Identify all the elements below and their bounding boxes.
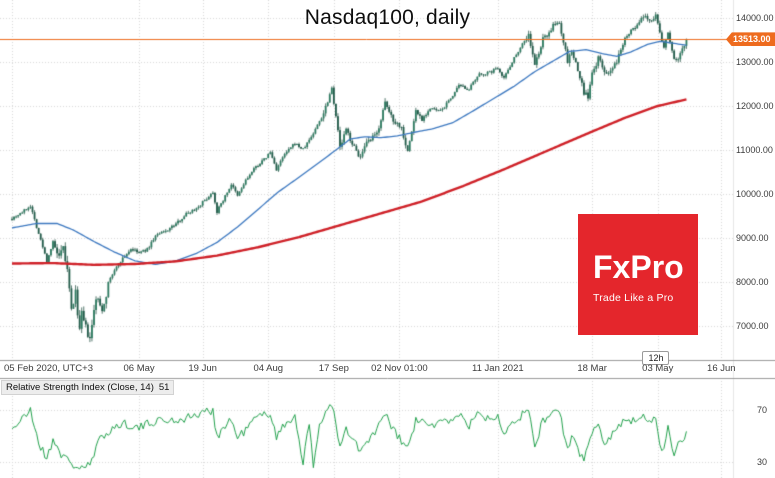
price-axis-label: 10000.00 <box>736 189 774 199</box>
time-axis-label: 16 Jun <box>707 363 736 374</box>
time-axis-label: 18 Mar <box>577 363 607 374</box>
bar-close-countdown: 12h <box>642 351 670 365</box>
rsi-level-label: 30 <box>757 457 768 467</box>
time-axis-label: 04 Aug <box>253 363 284 374</box>
time-axis-label: 06 May <box>123 363 155 374</box>
time-axis-label: 19 Jun <box>188 363 217 374</box>
time-axis-label: 03 May <box>642 363 674 374</box>
time-axis-label: 02 Nov 01:00 <box>371 363 428 374</box>
price-axis-label: 14000.00 <box>736 13 774 23</box>
time-axis-label: 11 Jan 2021 <box>472 363 524 374</box>
price-axis-label: 12000.00 <box>736 101 774 111</box>
rsi-level-label: 70 <box>757 405 768 415</box>
price-axis-label: 9000.00 <box>736 233 769 243</box>
price-axis-label: 8000.00 <box>736 277 769 287</box>
fxpro-logo-tagline: Trade Like a Pro <box>593 292 674 304</box>
price-axis-label: 11000.00 <box>736 145 773 155</box>
fxpro-logo: FxPro Trade Like a Pro <box>578 214 698 335</box>
current-price-tag: 13513.00 <box>726 32 775 47</box>
rsi-indicator-header[interactable]: Relative Strength Index (Close, 14) 51 <box>1 380 175 395</box>
rsi-current-value: 51 <box>158 382 170 393</box>
price-axis-label: 13000.00 <box>736 57 774 67</box>
price-axis-label: 7000.00 <box>736 321 769 331</box>
time-axis-label: 17 Sep <box>318 363 349 374</box>
chart-title: Nasdaq100, daily <box>304 6 471 29</box>
rsi-indicator-name: Relative Strength Index (Close, 14) <box>6 382 154 393</box>
time-axis-label: 05 Feb 2020, UTC+3 <box>4 363 93 374</box>
fxpro-logo-brand: FxPro <box>593 249 684 285</box>
